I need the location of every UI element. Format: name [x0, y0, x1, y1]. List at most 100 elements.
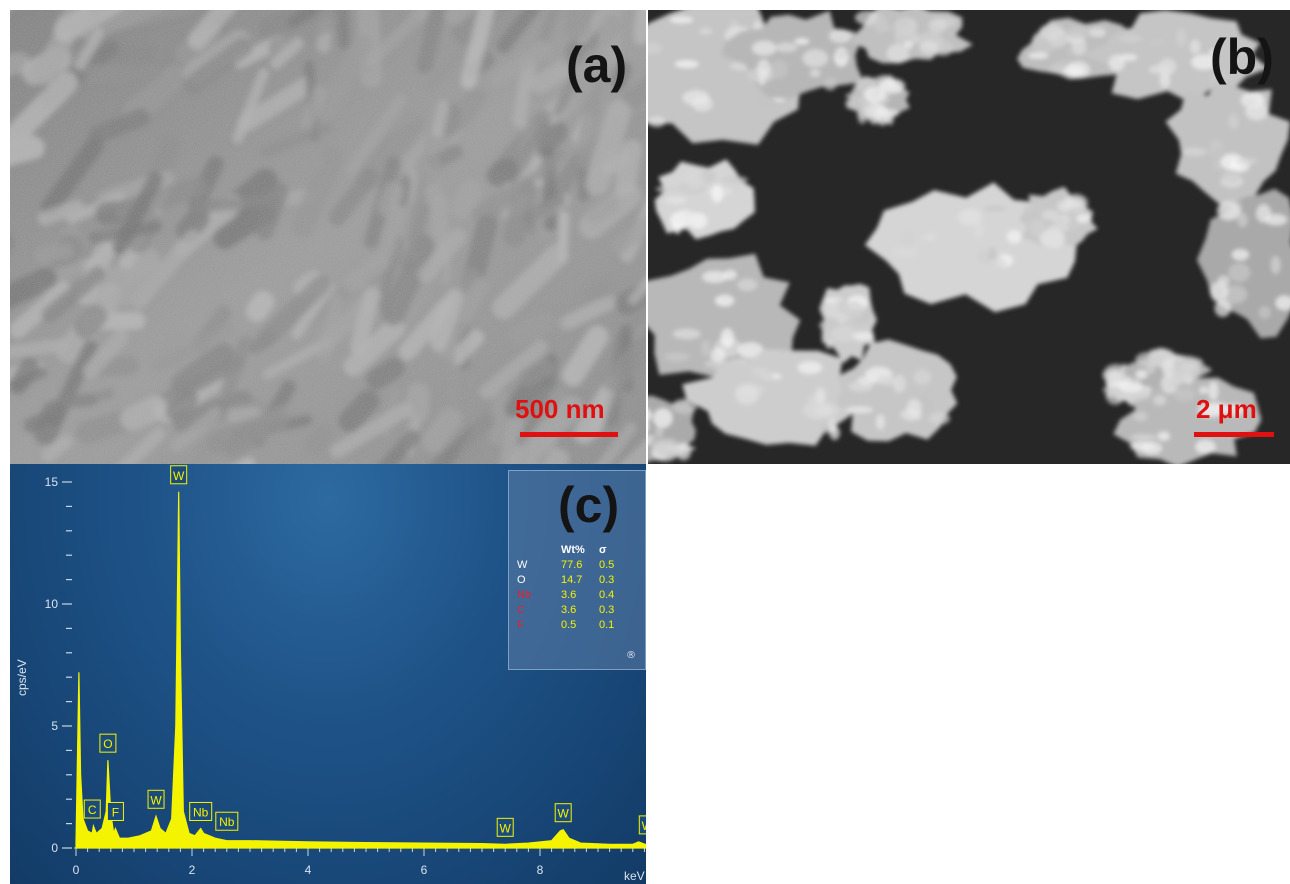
particle-highlight	[771, 60, 788, 78]
scale-bar-label-b: 2 μm	[1196, 396, 1257, 422]
element-symbol: Nb	[517, 588, 561, 603]
particle-highlight	[1149, 65, 1171, 74]
particle-highlight	[735, 385, 758, 405]
particle-highlight	[1089, 28, 1106, 37]
wt-percent: 77.6	[561, 558, 599, 573]
particle-highlight	[841, 301, 864, 319]
particle-highlight	[794, 38, 809, 44]
x-tick-label: 2	[189, 863, 196, 877]
particle-highlight	[752, 41, 777, 56]
particle-highlight	[928, 18, 947, 32]
particle-highlight	[1028, 52, 1049, 59]
composition-row: F 0.5 0.1	[517, 618, 637, 633]
particle-highlight	[873, 15, 888, 33]
particle-highlight	[670, 16, 694, 23]
composition-table: Wt% σ W 77.6 0.5 O 14.7 0.3 Nb 3.6 0.4 C 3.6 0.3 F 0.…	[517, 543, 637, 633]
particle-highlight	[1236, 158, 1258, 165]
element-symbol: O	[517, 573, 561, 588]
particle-highlight	[1259, 306, 1271, 318]
particle-highlight	[701, 340, 711, 356]
particle-highlight	[1181, 148, 1206, 156]
particle-highlight	[829, 426, 840, 440]
particle-highlight	[1118, 35, 1143, 42]
particle-highlight	[1174, 387, 1196, 401]
particle-highlight	[702, 271, 728, 283]
registered-icon: ®	[626, 650, 636, 661]
particle-highlight	[672, 399, 697, 414]
particle-highlight	[892, 247, 919, 257]
peak-label-f: F	[107, 802, 123, 820]
particle-highlight	[675, 60, 699, 68]
particle-highlight	[1135, 352, 1161, 367]
sigma-value: 0.5	[599, 558, 637, 573]
particle-highlight	[1168, 371, 1187, 385]
sigma-value: 0.3	[599, 603, 637, 618]
particle-highlight	[750, 369, 774, 387]
particle-highlight	[974, 222, 984, 238]
particle-highlight	[1039, 24, 1064, 40]
x-tick-label: 4	[305, 863, 312, 877]
particle-highlight	[857, 376, 876, 385]
panel-label-b: (b)	[1210, 32, 1274, 82]
particle-highlight	[1077, 214, 1092, 223]
peak-label-w: W	[555, 804, 571, 822]
element-symbol: C	[517, 603, 561, 618]
y-tick-label: 0	[51, 841, 58, 855]
particle-highlight	[920, 41, 939, 55]
table-header-sigma: σ	[599, 543, 637, 558]
particle-highlight	[875, 106, 890, 126]
wt-percent: 0.5	[561, 618, 599, 633]
particle-highlight	[837, 50, 847, 60]
element-symbol: F	[517, 618, 561, 633]
particle-highlight	[907, 399, 922, 418]
particle-highlight	[802, 49, 828, 67]
particle-highlight	[1029, 219, 1045, 236]
scale-bar-a	[520, 432, 618, 437]
particle-highlight	[988, 259, 1007, 267]
particle-highlight	[876, 414, 885, 429]
composition-row: O 14.7 0.3	[517, 573, 637, 588]
particle-highlight	[1053, 216, 1065, 227]
particle-highlight	[711, 348, 726, 363]
y-tick-label: 5	[51, 719, 58, 733]
particle-highlight	[831, 326, 856, 342]
particle-highlight	[665, 197, 687, 204]
x-tick-label: 6	[421, 863, 428, 877]
svg-text:W: W	[150, 793, 162, 807]
particle-highlight	[1228, 263, 1250, 282]
y-axis-label: cps/eV	[15, 659, 29, 696]
y-tick-label: 15	[45, 475, 59, 489]
particle-highlight	[730, 208, 741, 216]
svg-text:W: W	[642, 819, 646, 833]
particle-highlight	[803, 401, 831, 419]
particle-highlight	[1176, 29, 1186, 48]
particle-highlight	[656, 186, 681, 193]
particle-highlight	[1153, 395, 1166, 405]
peak-label-nb: Nb	[190, 802, 212, 820]
particle-highlight	[1022, 205, 1043, 212]
sem-texture-b	[648, 10, 1290, 464]
scale-bar-b	[1194, 432, 1274, 437]
panel-label-c: (c)	[558, 480, 619, 530]
peak-label-o: O	[100, 734, 116, 752]
svg-text:O: O	[103, 737, 112, 751]
particle-highlight	[913, 369, 930, 385]
element-symbol: W	[517, 558, 561, 573]
particle-highlight	[900, 229, 916, 248]
svg-text:W: W	[173, 469, 185, 483]
particle-highlight	[692, 96, 713, 111]
particle-highlight	[824, 78, 837, 91]
particle-highlight	[864, 87, 886, 103]
particle-highlight	[1133, 412, 1147, 421]
particle-highlight	[1210, 282, 1229, 300]
particle-highlight	[1232, 249, 1249, 260]
wt-percent: 3.6	[561, 588, 599, 603]
particle-highlight	[1072, 37, 1087, 55]
x-tick-label: 0	[73, 863, 80, 877]
panel-label-a: (a)	[566, 40, 627, 90]
particle-highlight	[652, 439, 679, 453]
particle-highlight	[653, 408, 672, 428]
peak-label-w: W	[171, 466, 187, 484]
particle-highlight	[1158, 431, 1170, 440]
table-header-element	[517, 543, 561, 558]
